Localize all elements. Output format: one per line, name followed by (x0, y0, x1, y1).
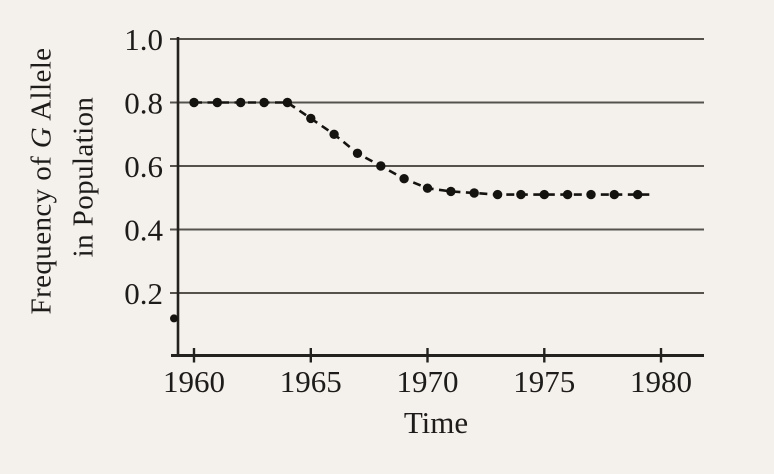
x-tick-label-1960: 1960 (163, 364, 225, 399)
data-point-1976 (562, 189, 573, 200)
x-tick-label-1965: 1965 (280, 364, 342, 399)
data-point-1973 (492, 189, 503, 200)
x-tick-label-1970: 1970 (397, 364, 459, 399)
data-point-1965 (306, 113, 316, 124)
x-tick-label-1975: 1975 (513, 364, 575, 399)
y-tick-label-0.4: 0.4 (124, 213, 163, 248)
y-tick-label-0.6: 0.6 (124, 149, 163, 184)
data-point-1979 (633, 189, 643, 200)
data-point-1967 (352, 148, 363, 158)
data-point-1978 (609, 189, 619, 200)
data-point-1974 (516, 189, 526, 200)
data-point-1963 (259, 97, 269, 108)
data-line (194, 101, 651, 196)
y-tick-label-0.8: 0.8 (124, 86, 163, 121)
data-point-1962 (236, 97, 246, 108)
data-point-1977 (586, 189, 596, 200)
data-point-1960 (189, 97, 199, 108)
stray-axis-dot (170, 314, 178, 323)
data-point-1969 (399, 174, 409, 184)
gene-symbol-italic: G (25, 126, 58, 149)
data-point-1975 (539, 189, 549, 200)
data-point-1968 (376, 161, 386, 171)
data-point-1966 (329, 129, 339, 139)
y-tick-label-1: 1.0 (124, 22, 163, 57)
x-axis-label: Time (403, 405, 469, 440)
data-point-1972 (469, 188, 479, 198)
data-point-1961 (212, 97, 222, 108)
data-point-1970 (422, 183, 433, 193)
y-axis-label-line2: in Population (67, 96, 100, 258)
y-axis-label-text: Allele (25, 47, 58, 127)
data-point-1971 (446, 186, 456, 197)
y-axis-label-text: Frequency of (25, 148, 58, 315)
data-point-1964 (282, 97, 293, 108)
y-axis-label-line1: Frequency of G Allele (26, 48, 59, 315)
x-tick-label-1980: 1980 (630, 364, 692, 399)
y-tick-label-0.2: 0.2 (124, 276, 163, 311)
